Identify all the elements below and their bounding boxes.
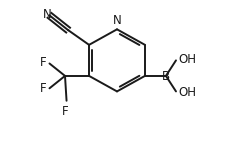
Text: F: F [40,82,46,95]
Text: B: B [162,70,170,83]
Text: F: F [62,105,68,118]
Text: F: F [40,56,46,69]
Text: OH: OH [178,53,196,66]
Text: N: N [113,14,121,27]
Text: N: N [42,8,51,21]
Text: OH: OH [178,86,196,99]
